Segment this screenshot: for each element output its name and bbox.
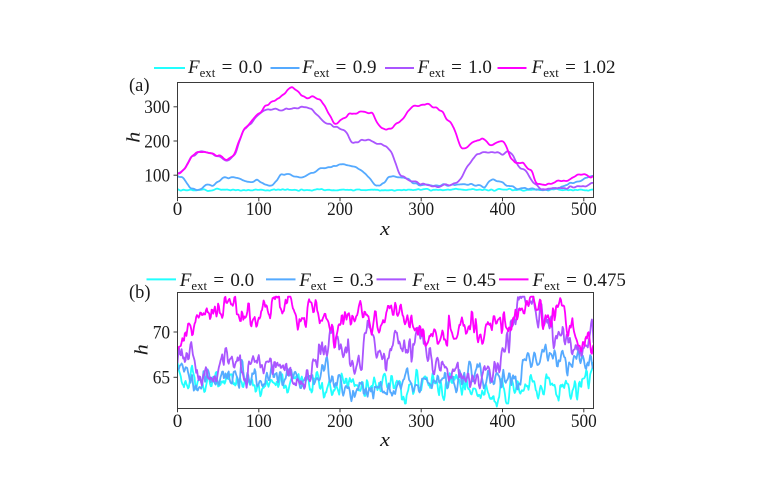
svg-text:500: 500 <box>571 199 597 220</box>
svg-text:200: 200 <box>327 411 353 432</box>
svg-text:400: 400 <box>490 411 516 432</box>
svg-text:(b): (b) <box>129 282 151 303</box>
svg-text:500: 500 <box>571 411 597 432</box>
svg-text:300: 300 <box>144 97 170 118</box>
svg-text:h: h <box>132 344 153 355</box>
svg-text:300: 300 <box>408 199 434 220</box>
svg-text:65: 65 <box>153 368 170 389</box>
svg-text:200: 200 <box>327 199 353 220</box>
svg-text:100: 100 <box>144 166 170 187</box>
svg-text:Fext = 0.45: Fext = 0.45 <box>411 270 496 293</box>
svg-text:Fext = 0.0: Fext = 0.0 <box>187 57 262 80</box>
svg-text:100: 100 <box>246 411 272 432</box>
svg-text:300: 300 <box>408 411 434 432</box>
svg-text:Fext = 0.0: Fext = 0.0 <box>179 270 254 293</box>
svg-text:Fext = 0.3: Fext = 0.3 <box>298 270 373 293</box>
svg-text:(a): (a) <box>129 75 150 96</box>
svg-text:0: 0 <box>173 411 183 432</box>
svg-text:400: 400 <box>490 199 516 220</box>
svg-text:200: 200 <box>144 131 170 152</box>
svg-text:70: 70 <box>153 322 170 343</box>
svg-text:0: 0 <box>173 199 183 220</box>
svg-text:h: h <box>123 132 144 143</box>
svg-text:100: 100 <box>246 199 272 220</box>
svg-text:x: x <box>379 219 391 240</box>
svg-text:Fext = 0.9: Fext = 0.9 <box>301 57 376 80</box>
svg-text:x: x <box>379 430 391 451</box>
svg-text:Fext = 1.02: Fext = 1.02 <box>531 57 616 80</box>
svg-text:Fext = 0.475: Fext = 0.475 <box>532 270 626 293</box>
svg-text:Fext = 1.0: Fext = 1.0 <box>417 57 492 80</box>
